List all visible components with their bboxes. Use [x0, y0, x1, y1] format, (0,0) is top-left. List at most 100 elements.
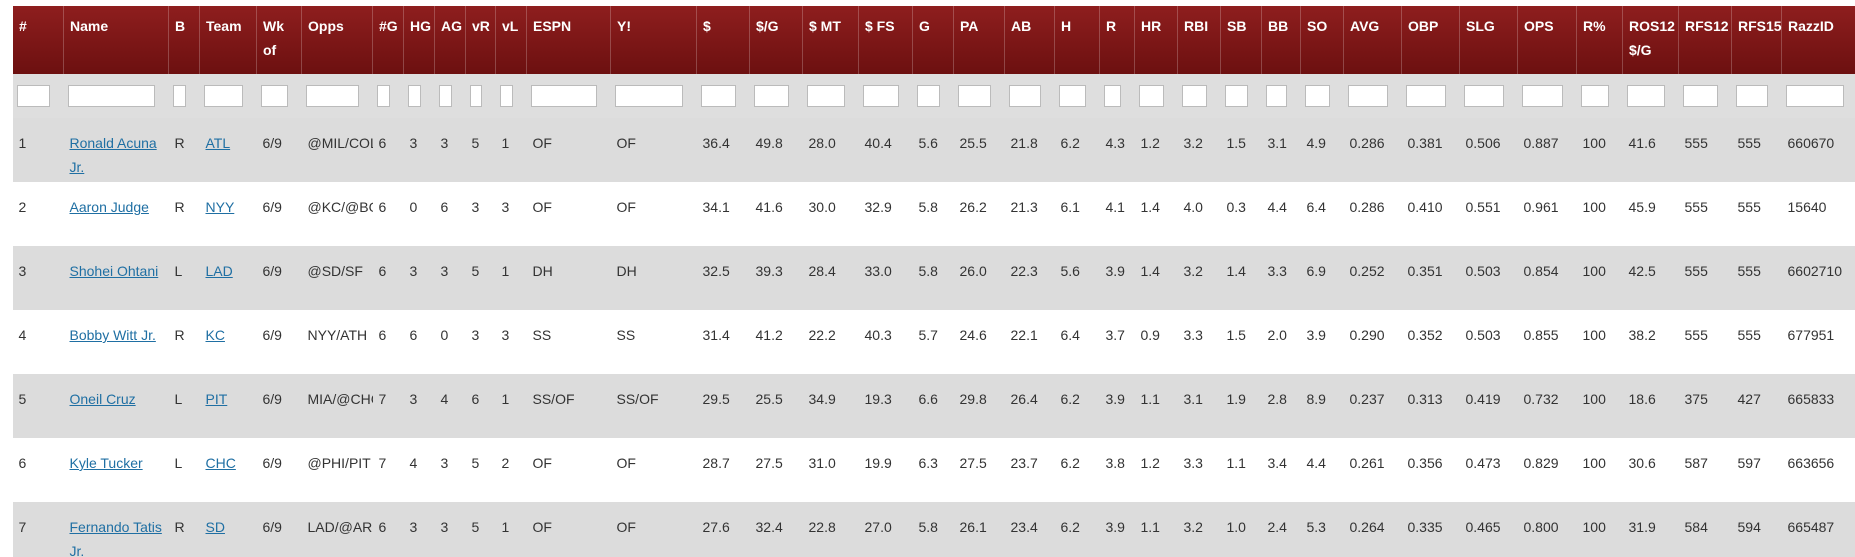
- column-header[interactable]: #: [12, 6, 64, 74]
- table-cell: 0.351: [1401, 246, 1460, 310]
- filter-input[interactable]: [1626, 85, 1665, 107]
- column-header[interactable]: R%: [1576, 6, 1623, 74]
- column-header[interactable]: AB: [1004, 6, 1055, 74]
- filter-input[interactable]: [614, 85, 683, 107]
- filter-input[interactable]: [1103, 85, 1121, 107]
- column-header[interactable]: H: [1054, 6, 1100, 74]
- filter-input[interactable]: [1181, 85, 1207, 107]
- filter-input[interactable]: [1463, 85, 1504, 107]
- column-header[interactable]: OBP: [1401, 6, 1460, 74]
- player-link[interactable]: Ronald Acuna Jr.: [69, 135, 157, 175]
- column-header[interactable]: BB: [1261, 6, 1301, 74]
- filter-row: [12, 74, 1855, 118]
- column-header[interactable]: vR: [465, 6, 496, 74]
- player-link[interactable]: Oneil Cruz: [69, 391, 136, 407]
- filter-input[interactable]: [407, 85, 421, 107]
- column-header[interactable]: AG: [434, 6, 466, 74]
- filter-input[interactable]: [1347, 85, 1388, 107]
- column-header[interactable]: SO: [1300, 6, 1344, 74]
- team-link[interactable]: PIT: [205, 391, 228, 407]
- filter-input[interactable]: [1405, 85, 1446, 107]
- column-header[interactable]: SB: [1220, 6, 1262, 74]
- table-cell: Oneil Cruz: [63, 374, 169, 438]
- filter-input[interactable]: [438, 85, 452, 107]
- column-header[interactable]: #G: [372, 6, 404, 74]
- filter-input[interactable]: [499, 85, 513, 107]
- column-header[interactable]: Name: [63, 6, 169, 74]
- team-link[interactable]: SD: [205, 519, 225, 535]
- column-header[interactable]: vL: [495, 6, 527, 74]
- table-cell: 0.503: [1459, 310, 1518, 374]
- team-link[interactable]: KC: [205, 327, 225, 343]
- column-header[interactable]: Opps: [301, 6, 373, 74]
- column-header[interactable]: B: [168, 6, 200, 74]
- team-link[interactable]: ATL: [205, 135, 231, 151]
- column-header[interactable]: ROS12 $/G: [1622, 6, 1679, 74]
- player-link[interactable]: Kyle Tucker: [69, 455, 143, 471]
- filter-input[interactable]: [1304, 85, 1330, 107]
- filter-input[interactable]: [16, 85, 50, 107]
- filter-input[interactable]: [1138, 85, 1164, 107]
- filter-input[interactable]: [1008, 85, 1041, 107]
- column-header[interactable]: RazzID: [1781, 6, 1855, 74]
- filter-input[interactable]: [67, 85, 155, 107]
- column-header[interactable]: HG: [403, 6, 435, 74]
- player-link[interactable]: Fernando Tatis Jr.: [69, 519, 162, 557]
- filter-input[interactable]: [260, 85, 288, 107]
- filter-input[interactable]: [376, 85, 390, 107]
- column-header[interactable]: Y!: [610, 6, 697, 74]
- column-header[interactable]: AVG: [1343, 6, 1402, 74]
- team-link[interactable]: NYY: [205, 199, 235, 215]
- table-cell: Aaron Judge: [63, 182, 169, 246]
- player-link[interactable]: Bobby Witt Jr.: [69, 327, 156, 343]
- filter-input[interactable]: [1224, 85, 1248, 107]
- filter-input[interactable]: [305, 85, 359, 107]
- filter-input[interactable]: [1265, 85, 1287, 107]
- column-header[interactable]: HR: [1134, 6, 1178, 74]
- table-cell: 1.5: [1220, 118, 1262, 182]
- column-header[interactable]: $/G: [749, 6, 803, 74]
- filter-input[interactable]: [806, 85, 845, 107]
- column-header[interactable]: RBI: [1177, 6, 1221, 74]
- table-cell: LAD: [199, 246, 257, 310]
- column-header[interactable]: $ MT: [802, 6, 859, 74]
- filter-input[interactable]: [1785, 85, 1844, 107]
- table-cell: 3.7: [1099, 310, 1135, 374]
- column-header[interactable]: PA: [953, 6, 1005, 74]
- table-cell: 23.7: [1004, 438, 1055, 502]
- table-cell: 6/9: [256, 438, 302, 502]
- column-header[interactable]: Team: [199, 6, 257, 74]
- team-link[interactable]: LAD: [205, 263, 233, 279]
- column-header[interactable]: G: [912, 6, 954, 74]
- filter-input[interactable]: [1580, 85, 1609, 107]
- column-header[interactable]: RFS12: [1678, 6, 1732, 74]
- column-header[interactable]: $ FS: [858, 6, 913, 74]
- table-cell: 2.4: [1261, 502, 1301, 557]
- filter-input[interactable]: [469, 85, 482, 107]
- column-header[interactable]: R: [1099, 6, 1135, 74]
- table-cell: 665487: [1781, 502, 1855, 557]
- filter-input[interactable]: [753, 85, 789, 107]
- filter-input[interactable]: [172, 85, 186, 107]
- table-cell: 0.465: [1459, 502, 1518, 557]
- column-header[interactable]: Wk of: [256, 6, 302, 74]
- filter-input[interactable]: [1735, 85, 1768, 107]
- player-link[interactable]: Shohei Ohtani: [69, 263, 159, 279]
- player-link[interactable]: Aaron Judge: [69, 199, 149, 215]
- table-cell: 5: [465, 246, 496, 310]
- filter-input[interactable]: [530, 85, 597, 107]
- filter-input[interactable]: [957, 85, 991, 107]
- filter-input[interactable]: [700, 85, 736, 107]
- column-header[interactable]: OPS: [1517, 6, 1577, 74]
- filter-input[interactable]: [862, 85, 899, 107]
- column-header[interactable]: RFS15: [1731, 6, 1782, 74]
- column-header[interactable]: ESPN: [526, 6, 611, 74]
- filter-input[interactable]: [1682, 85, 1718, 107]
- filter-input[interactable]: [203, 85, 243, 107]
- filter-input[interactable]: [916, 85, 940, 107]
- filter-input[interactable]: [1058, 85, 1086, 107]
- team-link[interactable]: CHC: [205, 455, 236, 471]
- column-header[interactable]: SLG: [1459, 6, 1518, 74]
- column-header[interactable]: $: [696, 6, 750, 74]
- filter-input[interactable]: [1521, 85, 1563, 107]
